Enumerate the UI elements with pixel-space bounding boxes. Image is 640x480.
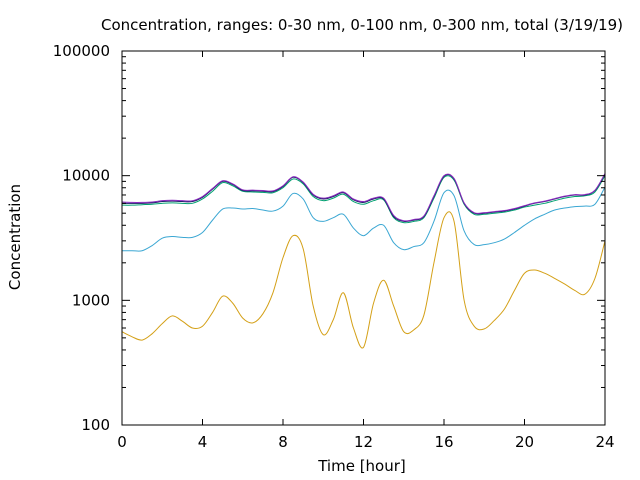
- y-tick-label: 100000: [53, 42, 110, 60]
- y-axis-label: Concentration: [6, 184, 24, 290]
- y-tick-label: 1000: [72, 291, 110, 309]
- x-tick-label: 4: [198, 433, 208, 451]
- series-line-3: [121, 175, 606, 224]
- x-tick-label: 20: [515, 433, 534, 451]
- x-tick-label: 24: [595, 433, 614, 451]
- tick-layer: 0 4 8 12 16 20 24 100 1000 10000 100000: [53, 42, 615, 451]
- chart-title: Concentration, ranges: 0-30 nm, 0-100 nm…: [101, 16, 623, 34]
- plot-area-frame: [121, 50, 606, 426]
- x-tick-label: 0: [117, 433, 127, 451]
- series-layer: [121, 173, 606, 349]
- y-tick-label: 10000: [62, 167, 110, 185]
- x-tick-label: 12: [354, 433, 373, 451]
- x-tick-label: 16: [434, 433, 453, 451]
- series-line-1: [121, 211, 606, 349]
- x-axis-label: Time [hour]: [317, 457, 406, 475]
- x-tick-label: 8: [278, 433, 288, 451]
- y-tick-label: 100: [81, 416, 110, 434]
- series-line-5: [121, 173, 606, 222]
- series-line-2: [121, 186, 606, 252]
